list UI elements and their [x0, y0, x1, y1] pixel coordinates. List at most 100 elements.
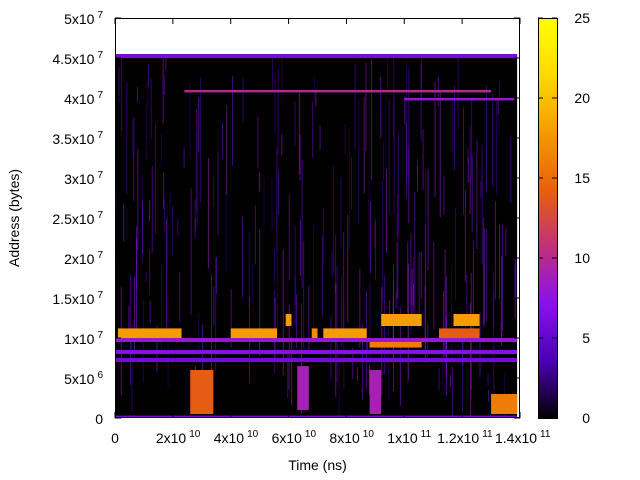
colorbar-tick-label: 25 — [574, 10, 590, 26]
heatmap-cell — [385, 169, 387, 254]
heatmap-cell — [331, 251, 333, 277]
heatmap-cell — [514, 265, 516, 301]
heatmap-cell — [294, 225, 296, 326]
heatmap-cell — [184, 90, 492, 93]
heatmap-cell — [171, 205, 173, 255]
heatmap-cell — [147, 82, 149, 106]
heatmap-cell — [225, 181, 227, 273]
heatmap-cell — [461, 323, 463, 412]
heatmap-cell — [319, 125, 321, 150]
heatmap-cell — [467, 158, 469, 183]
heatmap-background — [115, 54, 518, 418]
heatmap-cell — [207, 158, 209, 269]
heatmap-cell — [375, 218, 377, 281]
heatmap-cell — [299, 134, 301, 181]
heatmap-cell — [189, 83, 191, 157]
heatmap-cell — [408, 149, 410, 224]
heatmap-cell — [416, 158, 418, 172]
heatmap-cell — [433, 241, 435, 329]
tick-label: 5x10 7 — [64, 10, 103, 27]
heatmap-cell — [137, 86, 139, 102]
heatmap-cell — [230, 328, 277, 338]
heatmap-cell — [163, 172, 165, 209]
heatmap-cell — [271, 178, 273, 231]
heatmap-cell — [472, 240, 474, 331]
colorbar-tick-label: 5 — [582, 330, 590, 346]
heatmap-cell — [479, 169, 481, 225]
heatmap-cell — [149, 300, 151, 324]
heatmap-cell — [393, 55, 395, 140]
heatmap-cell — [486, 228, 488, 322]
heatmap-cell — [296, 294, 298, 348]
heatmap-cell — [451, 101, 453, 152]
heatmap-cell — [156, 325, 158, 373]
heatmap-cell — [252, 263, 254, 299]
heatmap-cell — [147, 64, 149, 87]
tick-label: 2x10 7 — [64, 250, 103, 267]
heatmap-cell — [485, 85, 487, 193]
heatmap-cell — [213, 286, 215, 326]
heatmap-cell — [128, 305, 130, 337]
heatmap-cell — [274, 297, 276, 358]
heatmap-cell — [294, 101, 296, 145]
heatmap-cell — [505, 227, 507, 256]
heatmap-cell — [358, 100, 360, 224]
heatmap-cell — [134, 277, 136, 356]
heatmap-cell — [381, 314, 422, 326]
heatmap-cell — [155, 123, 157, 235]
heatmap-cell — [449, 374, 451, 388]
heatmap-cell — [263, 177, 265, 225]
heatmap-cell — [343, 301, 345, 389]
heatmap-cell — [117, 328, 182, 338]
heatmap-cell — [498, 80, 500, 98]
heatmap-cell — [344, 123, 346, 154]
heatmap-cell — [198, 97, 200, 153]
heatmap-cell — [276, 148, 278, 251]
heatmap-cell — [169, 191, 171, 216]
heatmap-cell — [397, 131, 399, 235]
heatmap-cell — [427, 168, 429, 271]
heatmap-cell — [291, 336, 293, 406]
heatmap-cell — [350, 157, 352, 210]
heatmap-cell — [150, 78, 152, 138]
heatmap-cell — [443, 291, 445, 358]
heatmap-cell — [439, 90, 441, 218]
heatmap-cell — [165, 54, 167, 71]
heatmap-cell — [380, 76, 382, 139]
heatmap-cell — [148, 199, 150, 222]
heatmap-cell — [311, 328, 318, 338]
heatmap-cell — [380, 112, 382, 135]
heatmap-cell — [480, 180, 482, 198]
heatmap-cell — [136, 226, 138, 290]
heatmap-cell — [149, 248, 151, 296]
heatmap-cell — [277, 68, 279, 155]
tick-label: 6x10 10 — [272, 429, 317, 446]
heatmap-cell — [278, 170, 280, 215]
heatmap-cell — [273, 249, 275, 282]
heatmap-cell — [397, 212, 399, 311]
heatmap-cell — [274, 72, 276, 133]
heatmap-cell — [123, 204, 125, 242]
heatmap-cell — [445, 316, 447, 378]
heatmap-cell — [162, 54, 164, 124]
tick-label: 1x10 11 — [387, 429, 431, 446]
heatmap-cell — [288, 304, 290, 390]
heatmap-cell — [463, 107, 465, 215]
heatmap-cell — [439, 328, 480, 338]
heatmap-cell — [393, 264, 395, 391]
heatmap-cell — [481, 145, 483, 265]
heatmap-cell — [411, 268, 413, 319]
heatmap-cell — [443, 175, 445, 215]
heatmap-cell — [179, 271, 181, 324]
heatmap-cell — [455, 208, 457, 301]
heatmap-cell — [363, 96, 365, 194]
heatmap-cell — [483, 217, 485, 324]
heatmap-cell — [510, 136, 512, 204]
heatmap-cell — [493, 292, 495, 408]
heatmap-cell — [215, 256, 217, 294]
heatmap-cell — [248, 232, 250, 306]
heatmap-cell — [308, 285, 310, 349]
heatmap-cell — [232, 76, 234, 166]
heatmap-cell — [166, 204, 168, 273]
heatmap-cell — [498, 116, 500, 136]
